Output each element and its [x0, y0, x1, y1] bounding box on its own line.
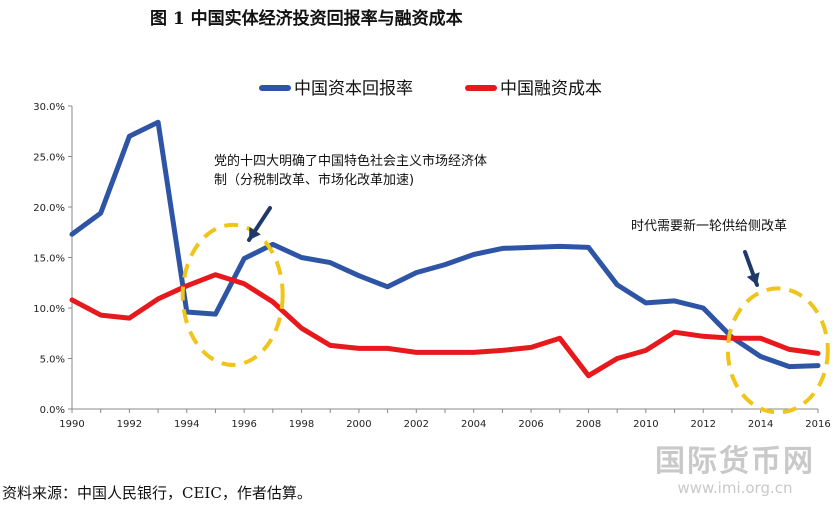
y-tick-label: 10.0%	[33, 304, 65, 315]
y-tick-label: 20.0%	[33, 203, 65, 214]
y-tick-label: 15.0%	[33, 254, 65, 265]
line-chart: 中国资本回报率 中国融资成本 0.0% 5.0% 10.0% 15.0% 20.0% 25.…	[33, 79, 831, 430]
watermark-name: 国际货币网	[655, 444, 815, 479]
x-tick-label: 2008	[576, 419, 601, 430]
series-line-financing-cost	[69, 272, 821, 379]
annotation-arrow-head	[249, 227, 261, 240]
annotation-arrow-head	[746, 272, 760, 285]
x-tick-label: 1996	[231, 419, 256, 430]
x-tick-label: 1990	[59, 419, 84, 430]
x-tick-label: 1992	[117, 419, 142, 430]
x-tick-label: 2006	[518, 419, 543, 430]
watermark-url: www.imi.org.cn	[677, 479, 793, 497]
y-tick-label: 30.0%	[33, 102, 65, 113]
axes: 0.0% 5.0% 10.0% 15.0% 20.0% 25.0% 30.0% 1990 199…	[33, 102, 831, 430]
highlight-layer	[180, 222, 830, 415]
x-tick-label: 1998	[289, 419, 314, 430]
highlight-ellipse	[180, 222, 285, 367]
figure-title: 图 1 中国实体经济投资回报率与融资成本	[150, 9, 463, 29]
y-tick-label: 5.0%	[40, 355, 65, 366]
x-tick-label: 2014	[748, 419, 773, 430]
x-tick-label: 1994	[174, 419, 199, 430]
annotation-text: 时代需要新一轮供给侧改革	[631, 218, 787, 234]
legend-label: 中国资本回报率	[294, 79, 413, 99]
legend: 中国资本回报率 中国融资成本	[259, 79, 602, 99]
annotation-text: 党的十四大明确了中国特色社会主义市场经济体	[214, 153, 487, 169]
x-tick-label: 2012	[691, 419, 716, 430]
annotation-text: 制（分税制改革、市场化改革加速)	[214, 172, 414, 188]
series-line-capital-return	[69, 119, 821, 370]
legend-label: 中国融资成本	[500, 79, 602, 99]
series-layer	[69, 119, 821, 379]
x-tick-label: 2000	[346, 419, 371, 430]
y-tick-label: 0.0%	[40, 405, 65, 416]
x-tick-label: 2010	[633, 419, 658, 430]
x-tick-label: 2002	[404, 419, 429, 430]
source-note: 资料来源：中国人民银行，CEIC，作者估算。	[2, 484, 312, 502]
x-tick-label: 2016	[805, 419, 830, 430]
watermark: 国际货币网 www.imi.org.cn	[640, 444, 830, 498]
highlight-ellipse	[725, 286, 830, 415]
y-tick-label: 25.0%	[33, 153, 65, 164]
x-tick-label: 2004	[461, 419, 486, 430]
